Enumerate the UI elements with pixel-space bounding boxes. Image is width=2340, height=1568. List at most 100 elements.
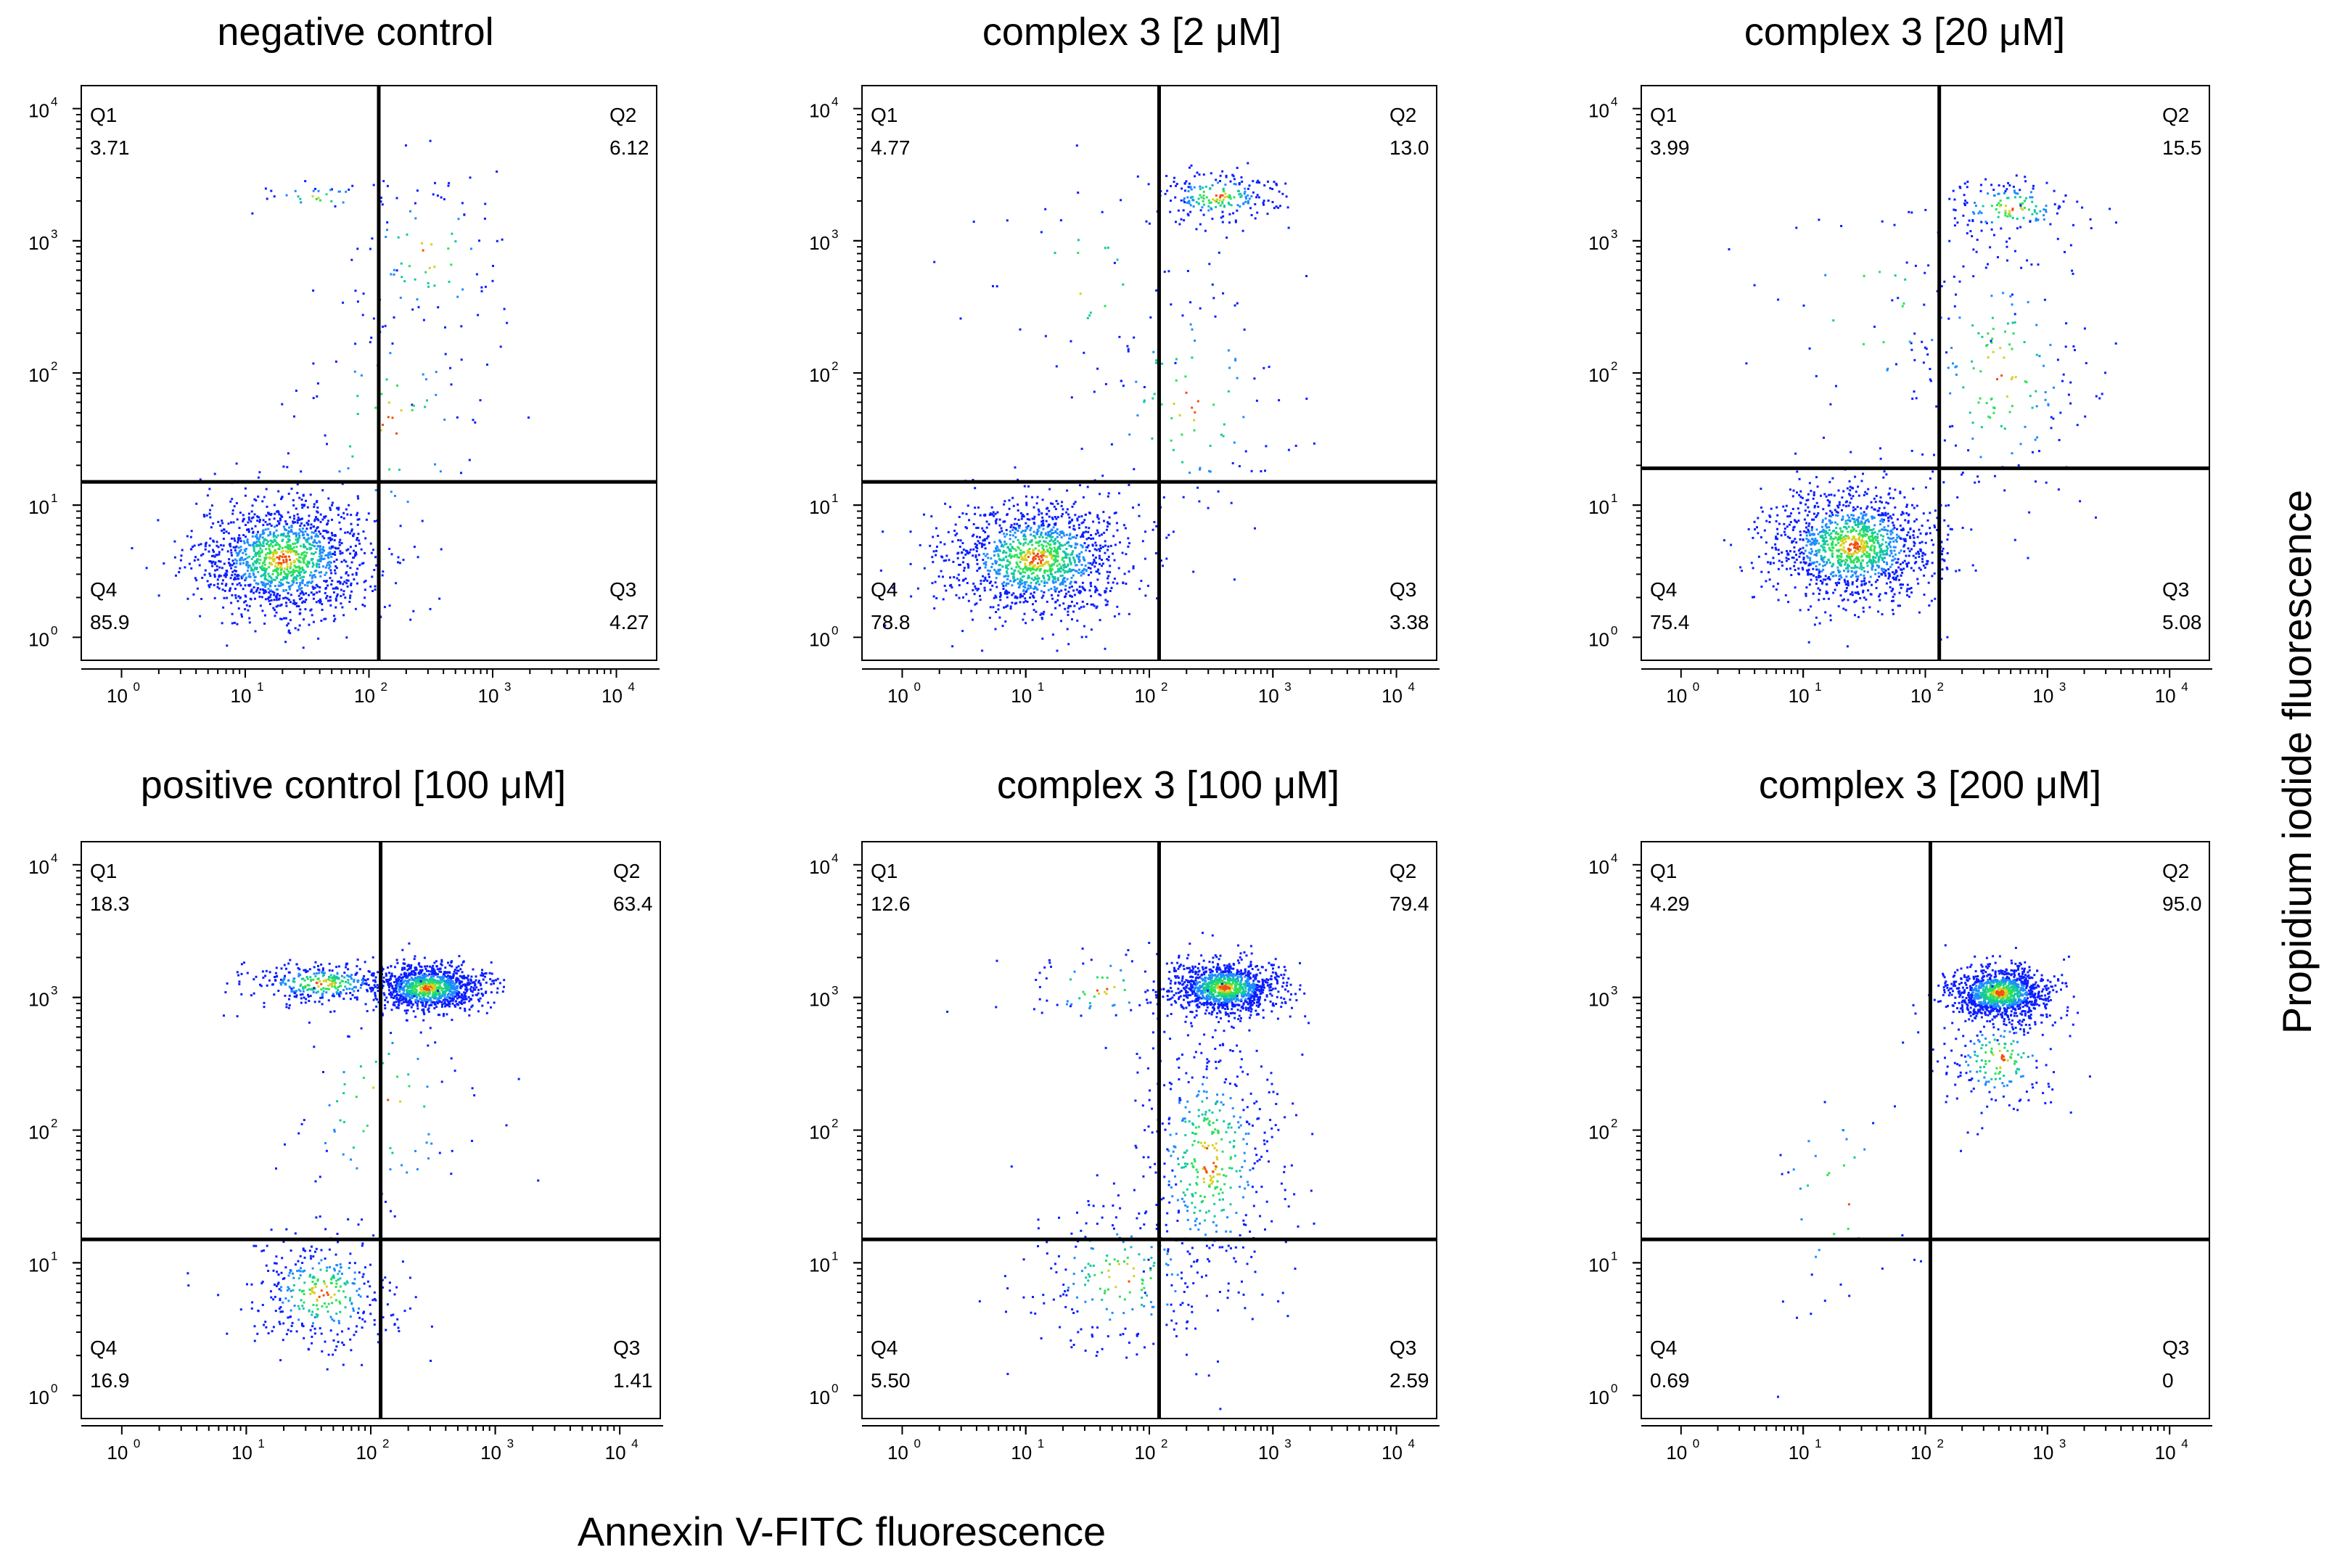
scatter-point <box>1774 543 1777 546</box>
scatter-point <box>1050 536 1053 539</box>
scatter-point <box>1198 500 1201 503</box>
scatter-point <box>1187 214 1190 217</box>
scatter-point <box>1815 476 1818 479</box>
scatter-point <box>1055 517 1058 520</box>
scatter-point <box>274 570 276 572</box>
scatter-point <box>1784 594 1787 596</box>
scatter-point <box>1064 580 1067 583</box>
scatter-point <box>956 557 959 559</box>
scatter-point <box>983 586 986 589</box>
scatter-point <box>1739 566 1742 569</box>
scatter-point <box>297 570 300 573</box>
scatter-point <box>329 536 332 539</box>
scatter-point <box>1069 560 1072 563</box>
y-tick-exponent: 4 <box>51 95 57 109</box>
scatter-point <box>982 562 985 565</box>
scatter-point <box>284 572 287 575</box>
scatter-point <box>1083 588 1086 591</box>
scatter-point <box>1040 512 1043 515</box>
scatter-point <box>332 591 335 594</box>
scatter-point <box>213 573 216 576</box>
scatter-point <box>1026 513 1029 516</box>
scatter-point <box>1275 205 1278 208</box>
scatter-point <box>305 554 308 557</box>
scatter-point <box>310 581 313 584</box>
scatter-point <box>1857 516 1860 519</box>
scatter-point <box>1807 564 1810 567</box>
scatter-point <box>334 551 336 554</box>
scatter-point <box>1038 526 1040 529</box>
scatter-point <box>1846 487 1849 490</box>
scatter-point <box>977 554 980 557</box>
scatter-point <box>263 577 266 580</box>
scatter-point <box>1866 518 1869 521</box>
scatter-point <box>1222 292 1225 295</box>
scatter-point <box>1011 546 1014 549</box>
scatter-point <box>277 562 280 565</box>
scatter-point <box>288 588 291 591</box>
scatter-point <box>223 562 226 565</box>
scatter-point <box>2109 208 2111 210</box>
scatter-point <box>1819 580 1822 582</box>
scatter-point <box>253 498 256 501</box>
scatter-point <box>292 573 295 576</box>
scatter-point <box>1074 546 1077 549</box>
scatter-point <box>1080 448 1083 451</box>
scatter-point <box>1878 575 1881 578</box>
scatter-point <box>1204 229 1207 232</box>
y-tick-label: 10 <box>809 628 830 650</box>
scatter-point <box>443 418 446 421</box>
scatter-point <box>1240 194 1243 197</box>
scatter-point <box>1775 537 1778 540</box>
scatter-point <box>230 551 233 554</box>
scatter-point <box>1227 202 1230 205</box>
scatter-point <box>1885 582 1888 585</box>
scatter-point <box>1113 615 1116 617</box>
scatter-point <box>240 613 243 616</box>
scatter-point <box>261 533 264 535</box>
scatter-point <box>1889 546 1892 549</box>
scatter-point <box>334 606 337 609</box>
scatter-point <box>273 504 276 506</box>
scatter-point <box>1919 532 1922 535</box>
scatter-point <box>1881 512 1884 514</box>
scatter-point <box>1886 546 1889 549</box>
scatter-point <box>967 566 970 569</box>
scatter-point <box>1052 581 1055 584</box>
scatter-point <box>1839 530 1842 533</box>
scatter-point <box>1099 594 1102 596</box>
scatter-point <box>1082 535 1085 538</box>
scatter-point <box>1062 532 1065 535</box>
scatter-point <box>440 548 443 551</box>
scatter-point <box>1042 544 1045 547</box>
scatter-point <box>312 563 315 566</box>
scatter-point <box>1835 510 1838 513</box>
scatter-point <box>323 617 326 620</box>
scatter-point <box>1846 645 1849 648</box>
scatter-point <box>1839 527 1842 530</box>
scatter-point <box>1860 512 1863 515</box>
scatter-point <box>279 594 281 597</box>
scatter-point <box>1012 541 1015 543</box>
scatter-point <box>1813 554 1816 557</box>
scatter-point <box>1054 580 1057 583</box>
scatter-point <box>260 596 263 599</box>
scatter-point <box>1846 554 1849 557</box>
scatter-point <box>1057 555 1059 558</box>
scatter-point <box>229 500 232 503</box>
scatter-point <box>416 189 419 192</box>
scatter-point <box>275 562 278 565</box>
scatter-point <box>1841 509 1843 512</box>
scatter-point <box>293 514 295 517</box>
scatter-point <box>1004 591 1006 594</box>
scatter-point <box>1912 530 1915 533</box>
scatter-point <box>311 562 314 565</box>
scatter-point <box>346 585 349 588</box>
scatter-point <box>199 478 202 481</box>
scatter-point <box>1070 563 1072 566</box>
scatter-point <box>301 534 304 537</box>
scatter-point <box>995 577 998 580</box>
scatter-point <box>1080 606 1083 609</box>
scatter-point <box>1876 533 1879 535</box>
scatter-point <box>1826 499 1829 501</box>
